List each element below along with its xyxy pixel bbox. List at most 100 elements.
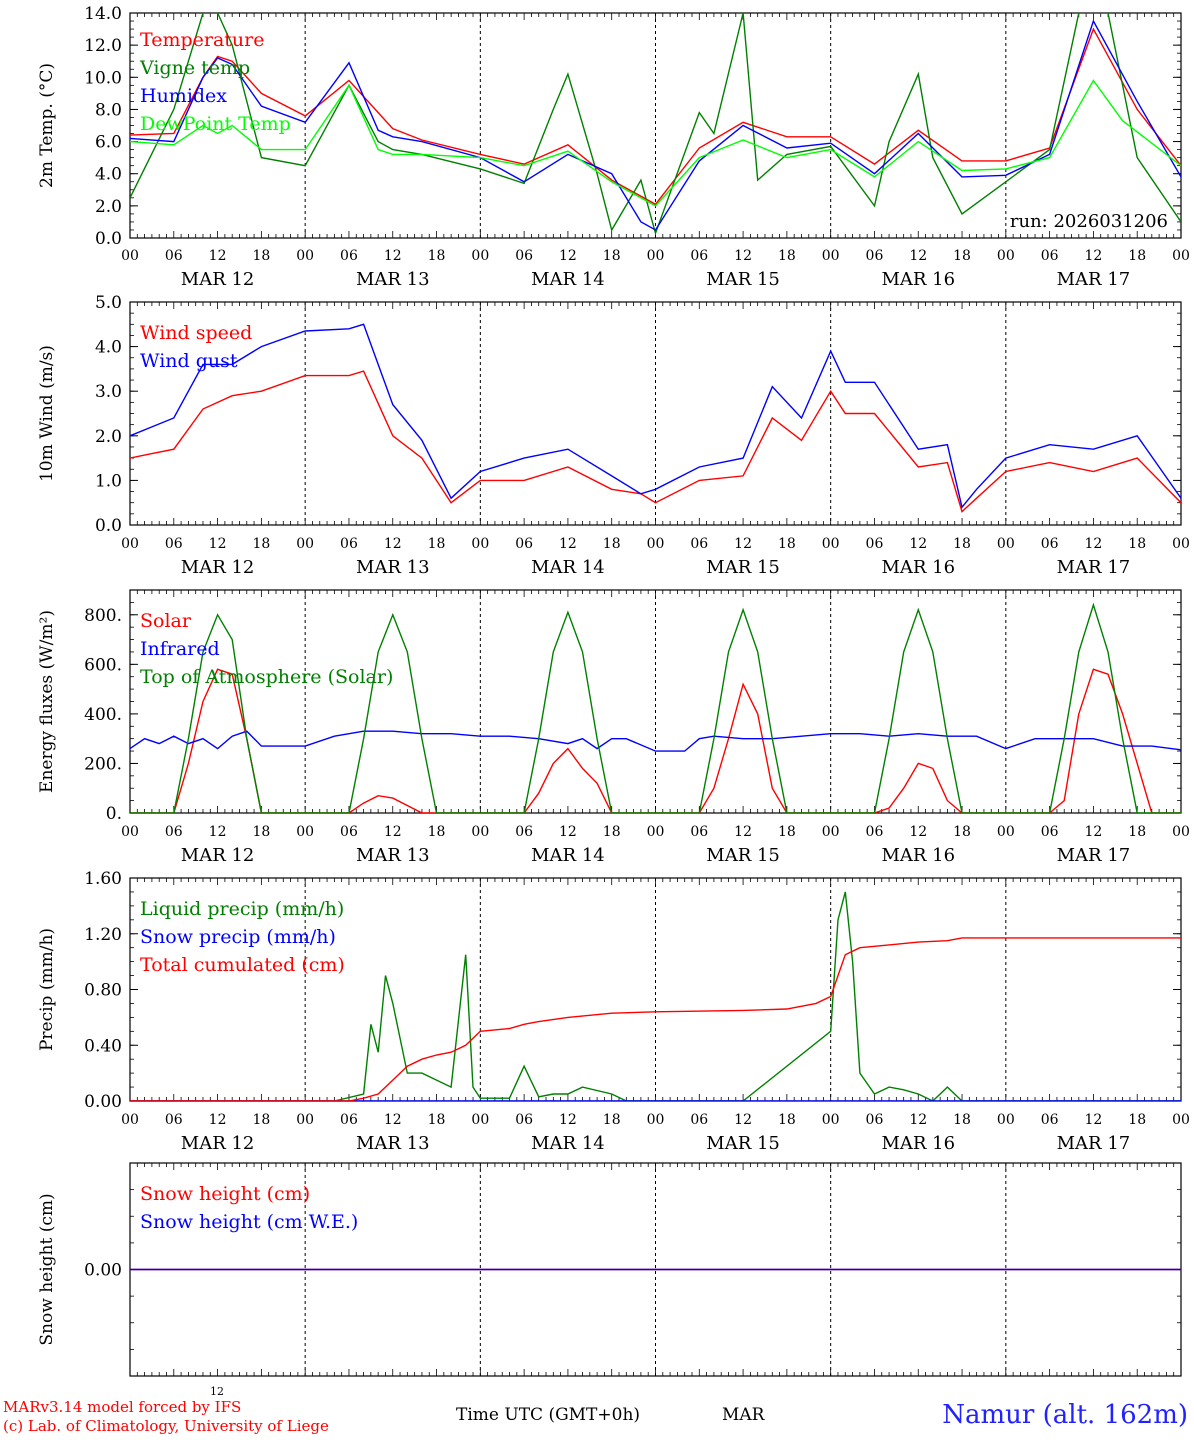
day-label: MAR 12 <box>181 269 255 290</box>
day-label: MAR 14 <box>531 1133 605 1154</box>
series-total-cumulated-cm- <box>130 937 1181 1101</box>
x-tick-label: 06 <box>690 824 708 840</box>
y-tick-label: 1.60 <box>84 869 122 889</box>
x-tick-label: 00 <box>822 824 840 840</box>
legend-entry: Wind gust <box>140 350 238 372</box>
legend-entry: DewPoint Temp <box>140 113 291 135</box>
x-tick-label: 00 <box>471 536 489 552</box>
series-infrared <box>130 730 1181 752</box>
x-tick-label: 06 <box>866 824 884 840</box>
day-label: MAR 16 <box>881 269 955 290</box>
x-tick-label: 18 <box>252 248 270 264</box>
day-label: MAR 12 <box>181 845 255 866</box>
x-tick-label: 06 <box>340 1112 358 1128</box>
day-label: MAR 15 <box>706 557 780 578</box>
station-title: Namur (alt. 162m) <box>942 1400 1188 1430</box>
x-tick-label: 12 <box>734 824 752 840</box>
y-tick-label: 200. <box>84 754 122 774</box>
x-tick-label: 12 <box>1085 248 1103 264</box>
x-tick-label: 18 <box>252 536 270 552</box>
x-tick-label: 18 <box>953 536 971 552</box>
x-tick-label: 00 <box>822 536 840 552</box>
legend-entry: Snow precip (mm/h) <box>140 926 336 948</box>
x-tick-label: 00 <box>296 1112 314 1128</box>
x-tick-label: 00 <box>121 248 139 264</box>
legend-entry: Snow height (cm W.E.) <box>140 1211 358 1233</box>
x-tick-label: 06 <box>340 536 358 552</box>
x-tick-label: 06 <box>690 248 708 264</box>
footer-month: MAR <box>722 1405 765 1425</box>
y-tick-label: 4.0 <box>95 165 122 185</box>
day-label: MAR 16 <box>881 557 955 578</box>
legend-entry: Humidex <box>140 85 227 107</box>
series-temperature <box>130 27 1181 206</box>
day-label: MAR 15 <box>706 1133 780 1154</box>
x-tick-label: 00 <box>471 824 489 840</box>
x-tick-label: 18 <box>428 248 446 264</box>
panel-5: 0.00 Snow height (cm) Snow height (cm) Snow… <box>37 1162 1182 1377</box>
x-tick-label: 18 <box>778 1112 796 1128</box>
y-axis-label: Snow height (cm) <box>37 1193 57 1345</box>
x-tick-label: 18 <box>603 536 621 552</box>
x-tick-label: 12 <box>384 536 402 552</box>
day-label: MAR 17 <box>1057 269 1131 290</box>
legend-entry: Total cumulated (cm) <box>140 954 345 976</box>
day-label: MAR 16 <box>881 1133 955 1154</box>
x-tick-label: 06 <box>340 248 358 264</box>
x-tick-label: 00 <box>997 824 1015 840</box>
x-tick-label: 12 <box>559 824 577 840</box>
x-tick-label: 12 <box>734 1112 752 1128</box>
x-tick-label: 00 <box>647 536 665 552</box>
x-tick-label: 18 <box>1128 1112 1146 1128</box>
y-tick-label: 8.0 <box>95 100 122 120</box>
x-tick-label: 06 <box>866 248 884 264</box>
y-axis-label: Precip (mm/h) <box>37 928 57 1051</box>
x-tick-label: 06 <box>340 824 358 840</box>
x-tick-label: 12 <box>384 1112 402 1128</box>
day-label: MAR 15 <box>706 269 780 290</box>
x-tick-label: 12 <box>1085 1112 1103 1128</box>
legend-entry: Liquid precip (mm/h) <box>140 898 344 920</box>
series-vigne-temp <box>130 13 1181 236</box>
x-tick-label: 06 <box>1041 824 1059 840</box>
x-tick-label: 18 <box>778 536 796 552</box>
x-tick-label: 18 <box>1128 248 1146 264</box>
x-tick-label: 00 <box>822 248 840 264</box>
x-tick-label: 06 <box>515 824 533 840</box>
x-tick-label: 00 <box>997 248 1015 264</box>
day-label: MAR 14 <box>531 557 605 578</box>
y-tick-label: 1.20 <box>84 925 122 945</box>
x-tick-label: 00 <box>647 824 665 840</box>
x-tick-label: 12 <box>909 536 927 552</box>
x-tick-label: 12 <box>384 248 402 264</box>
x-tick-label: 12 <box>909 248 927 264</box>
day-label: MAR 14 <box>531 845 605 866</box>
plot-frame <box>129 301 1182 526</box>
y-tick-label: 0.80 <box>84 981 122 1001</box>
x-tick-label: 06 <box>515 248 533 264</box>
legend-entry: Top of Atmosphere (Solar) <box>140 666 393 688</box>
day-label: MAR 15 <box>706 845 780 866</box>
x-tick-label: 06 <box>515 536 533 552</box>
legend-entry: Snow height (cm) <box>140 1183 310 1205</box>
day-label: MAR 13 <box>356 269 430 290</box>
x-tick-label: 00 <box>121 536 139 552</box>
series-dewpoint-temp <box>130 79 1181 207</box>
y-tick-label: 12.0 <box>84 36 122 56</box>
x-tick-label: 06 <box>1041 1112 1059 1128</box>
x-tick-label: 12 <box>209 824 227 840</box>
x-tick-label: 18 <box>778 248 796 264</box>
y-axis-label: 10m Wind (m/s) <box>37 345 57 482</box>
x-tick-label: 06 <box>1041 248 1059 264</box>
plot-frame <box>129 589 1182 814</box>
x-tick-label: 06 <box>165 536 183 552</box>
x-tick-label: 00 <box>296 536 314 552</box>
x-tick-label: 00 <box>997 536 1015 552</box>
x-tick-label: 00 <box>296 824 314 840</box>
y-tick-label: 2.0 <box>95 427 122 447</box>
series-wind-gust <box>130 323 1181 509</box>
series-liquid-precip-mm-h- <box>130 891 1181 1101</box>
x-tick-label: 18 <box>428 536 446 552</box>
day-label: MAR 16 <box>881 845 955 866</box>
